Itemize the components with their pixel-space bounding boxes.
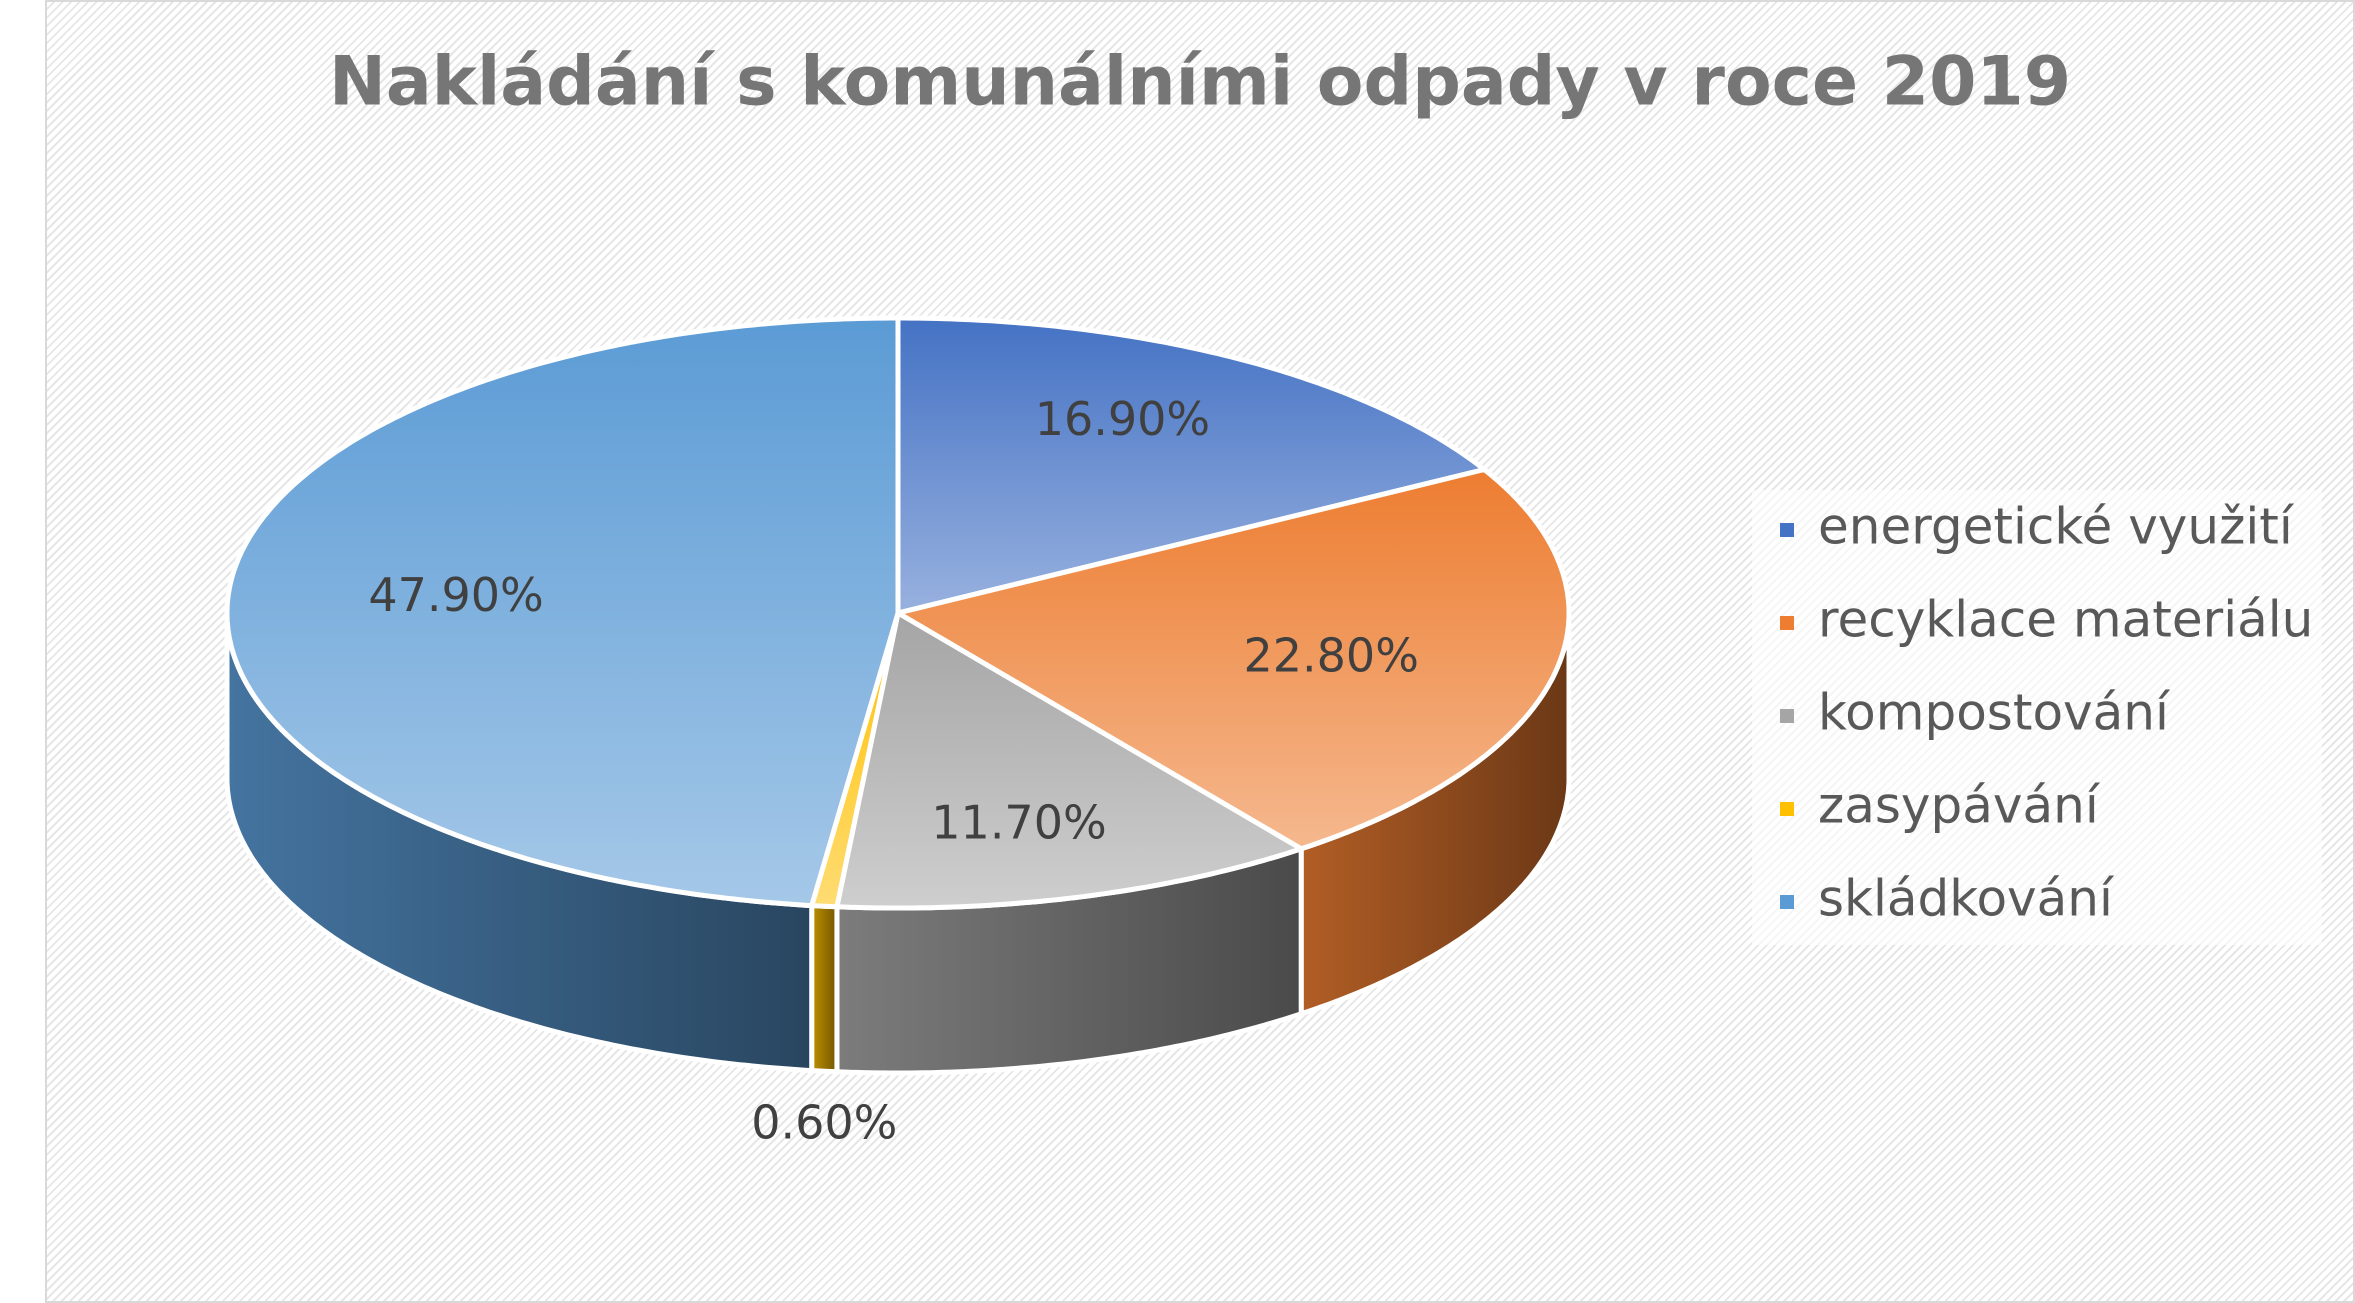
- legend-marker: [1780, 709, 1794, 723]
- data-label: 47.90%: [368, 568, 543, 622]
- legend-label: kompostování: [1818, 684, 2171, 742]
- legend-label: skládkování: [1818, 870, 2115, 928]
- data-label: 16.90%: [1035, 392, 1210, 446]
- data-label: 22.80%: [1244, 628, 1419, 682]
- chart-title: Nakládání s komunálními odpady v roce 20…: [329, 43, 2071, 122]
- legend-marker: [1780, 802, 1794, 816]
- pie-slice: [834, 610, 1304, 911]
- legend-label: zasypávání: [1818, 777, 2101, 835]
- pie-slice: [895, 315, 1487, 616]
- pie-slice: [895, 467, 1572, 852]
- legend-marker: [1780, 895, 1794, 909]
- data-label: 11.70%: [931, 795, 1106, 849]
- legend-label: energetické využití: [1818, 498, 2295, 556]
- legend-marker: [1780, 616, 1794, 630]
- pie-slice-side: [809, 903, 840, 1075]
- pie-slice: [224, 315, 901, 909]
- legend-box: [1752, 490, 2322, 945]
- data-label: 0.60%: [751, 1096, 897, 1150]
- legend-label: recyklace materiálu: [1818, 591, 2313, 649]
- legend-marker: [1780, 523, 1794, 537]
